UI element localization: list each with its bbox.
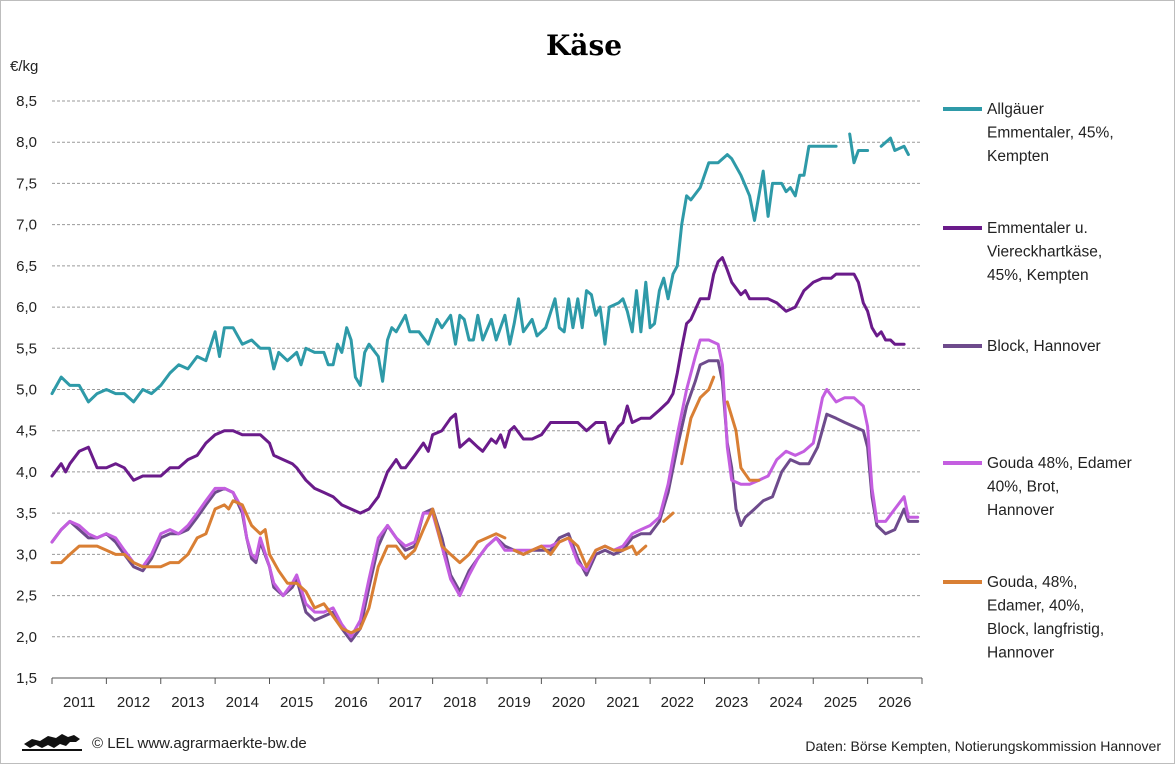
series-line-3: [50, 359, 920, 643]
x-tick-label: 2017: [389, 694, 422, 711]
x-tick-label: 2019: [498, 694, 531, 711]
legend: Allgäuer Emmentaler, 45%, Kempten Emmentale…: [943, 101, 1132, 662]
y-tick-label: 6,5: [16, 258, 37, 275]
series-line-1: [879, 136, 910, 157]
x-tick-label: 2023: [715, 694, 748, 711]
x-tick-label: 2011: [63, 694, 95, 711]
series-line-5: [725, 400, 761, 482]
x-tick-label: 2025: [824, 694, 857, 711]
y-tick-label: 8,5: [16, 93, 37, 110]
x-tick-label: 2016: [334, 694, 367, 711]
series-line-5: [680, 375, 716, 466]
x-tick-label: 2021: [606, 694, 639, 711]
x-tick-label: 2024: [769, 694, 802, 711]
y-tick-label: 4,5: [16, 423, 37, 440]
y-axis-label: €/kg: [10, 58, 38, 75]
y-axis-ticks: 1,5 2,0 2,5 3,0 3,5 4,0 4,5 5,0 5,5 6,0 6,5 7,0 7,5 8…: [16, 93, 37, 687]
chart-title: Käse: [546, 29, 622, 62]
series-line-1: [50, 144, 838, 404]
y-tick-label: 3,5: [16, 505, 37, 522]
y-tick-label: 6,0: [16, 299, 37, 316]
series-lines: [50, 132, 920, 643]
y-tick-label: 2,5: [16, 588, 37, 605]
x-tick-label: 2014: [226, 694, 259, 711]
y-tick-label: 7,5: [16, 175, 37, 192]
y-tick-label: 8,0: [16, 134, 37, 151]
x-axis-ticks: 2011 2012 2013 2014 2015 2016 2017 2018 2019 2020…: [51, 678, 923, 711]
series-line-4: [50, 338, 920, 639]
x-tick-label: 2020: [552, 694, 585, 711]
x-tick-label: 2013: [171, 694, 204, 711]
legend-entry: Gouda, 48%, Edamer, 40%, Block, langfristi…: [987, 574, 1104, 662]
y-tick-label: 5,0: [16, 382, 37, 399]
series-line-5: [662, 511, 675, 523]
y-tick-label: 3,0: [16, 546, 37, 563]
x-tick-label: 2022: [661, 694, 694, 711]
y-tick-label: 4,0: [16, 464, 37, 481]
footer-copyright: © LEL www.agrarmaerkte-bw.de: [92, 735, 307, 752]
legend-entry: Allgäuer Emmentaler, 45%, Kempten: [987, 101, 1114, 165]
series-line-1: [848, 132, 870, 165]
x-tick-label: 2026: [878, 694, 911, 711]
y-tick-label: 5,5: [16, 340, 37, 357]
y-tick-label: 2,0: [16, 629, 37, 646]
series-line-2: [50, 256, 906, 515]
x-tick-label: 2018: [443, 694, 476, 711]
x-tick-label: 2015: [280, 694, 313, 711]
legend-entry: Emmentaler u. Viereckhartkäse, 45%, Kempte…: [987, 220, 1102, 284]
series-line-5: [512, 536, 648, 569]
series-line-5: [50, 499, 507, 635]
x-tick-label: 2012: [117, 694, 150, 711]
y-tick-label: 1,5: [16, 670, 37, 687]
lion-logo-icon: [22, 734, 82, 751]
y-tick-label: 7,0: [16, 217, 37, 234]
legend-entry: Gouda 48%, Edamer 40%, Brot, Hannover: [987, 455, 1132, 519]
legend-entry: Block, Hannover: [987, 338, 1101, 355]
footer-data-source: Daten: Börse Kempten, Notierungskommissi…: [805, 738, 1161, 754]
